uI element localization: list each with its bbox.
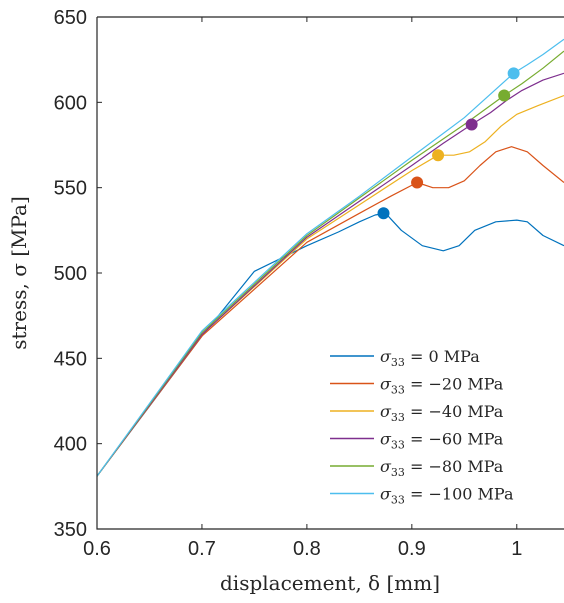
axis-tick-labels: 0.6 0.7 0.8 0.9 1 350 400 450 500 550 600 650	[54, 7, 523, 560]
series-line-2	[96, 94, 564, 477]
y-tick-label: 550	[54, 178, 87, 200]
series-line-0	[96, 212, 564, 477]
y-tick-label: 650	[54, 7, 87, 29]
x-tick-label: 0.7	[188, 538, 216, 560]
series-marker-3	[465, 118, 478, 131]
series-line-4	[96, 50, 564, 477]
series-marker-2	[432, 149, 445, 162]
series-marker-1	[411, 176, 424, 189]
x-axis-label: displacement, δ [mm]	[220, 571, 440, 595]
y-tick-label: 500	[54, 263, 87, 285]
y-tick-label: 400	[54, 434, 87, 456]
series-line-3	[96, 72, 564, 477]
legend: σ33 = 0 MPa σ33 = −20 MPa σ33 = −40 MPa σ33…	[330, 347, 514, 507]
axis-box	[96, 16, 564, 530]
plot-markers	[377, 67, 520, 220]
y-tick-label: 450	[54, 348, 87, 370]
series-marker-5	[507, 67, 520, 80]
legend-entry-3: σ33 = −60 MPa	[380, 430, 504, 452]
x-tick-label: 0.9	[398, 538, 426, 560]
series-marker-0	[377, 207, 390, 220]
axis-ticks	[96, 16, 518, 530]
plot-lines	[96, 38, 564, 477]
legend-entry-0: σ33 = 0 MPa	[380, 347, 480, 369]
series-line-5	[96, 38, 564, 477]
y-axis-label: stress, σ [MPa]	[7, 196, 31, 350]
y-tick-label: 600	[54, 92, 87, 114]
series-marker-4	[498, 89, 511, 102]
legend-entry-2: σ33 = −40 MPa	[380, 402, 504, 424]
x-tick-label: 0.6	[83, 538, 111, 560]
x-tick-label: 1	[511, 538, 522, 560]
legend-entry-1: σ33 = −20 MPa	[380, 375, 504, 397]
legend-entry-5: σ33 = −100 MPa	[380, 485, 514, 507]
y-tick-label: 350	[54, 519, 87, 541]
x-tick-label: 0.8	[293, 538, 321, 560]
series-line-1	[96, 146, 564, 477]
legend-entry-4: σ33 = −80 MPa	[380, 457, 504, 479]
